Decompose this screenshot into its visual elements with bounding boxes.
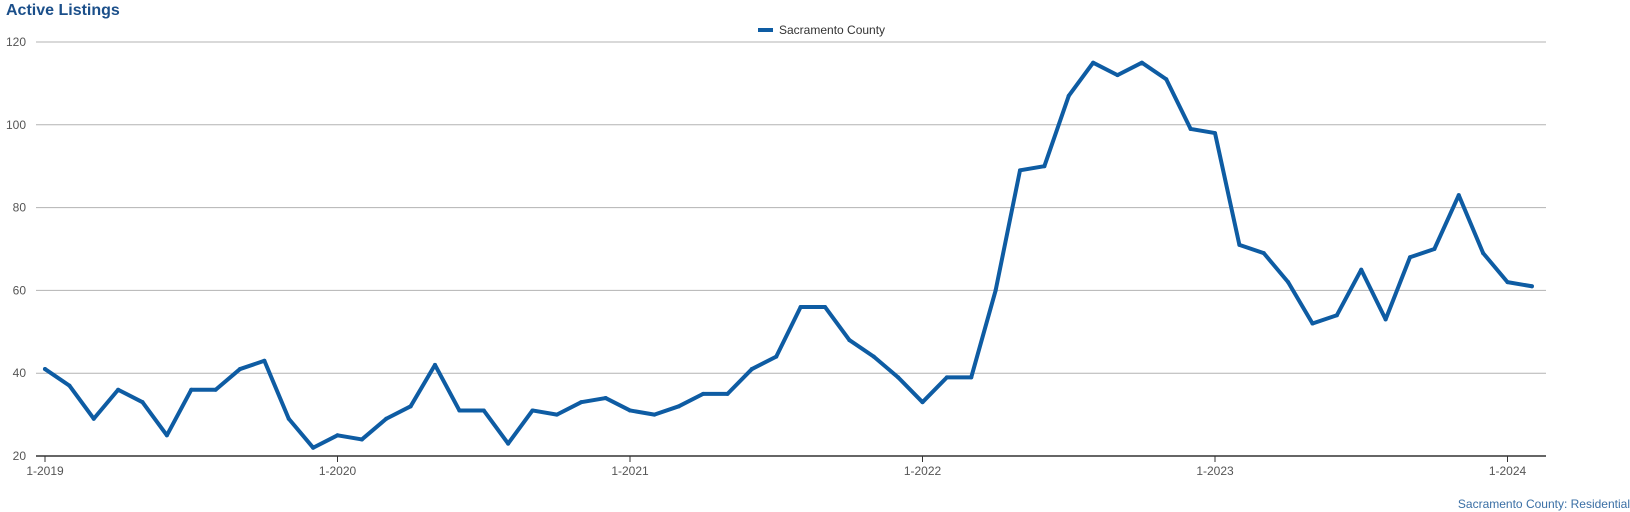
legend-label: Sacramento County (779, 23, 886, 37)
series-line (43, 60, 1534, 450)
data-point (359, 437, 364, 442)
data-point (579, 400, 584, 405)
data-point (262, 358, 267, 363)
data-point (116, 387, 121, 392)
data-point (798, 304, 803, 309)
data-point (311, 445, 316, 450)
data-point (457, 408, 462, 413)
data-point (676, 404, 681, 409)
data-point (1213, 131, 1217, 136)
data-point (603, 396, 608, 401)
y-tick-label: 80 (13, 201, 27, 215)
data-point (774, 354, 779, 359)
data-point (969, 375, 974, 380)
data-point (725, 391, 730, 396)
data-point (506, 441, 511, 446)
data-point (823, 304, 827, 309)
data-point (1188, 126, 1193, 131)
data-point (554, 412, 559, 417)
x-tick-label: 1-2020 (319, 464, 357, 478)
data-point (481, 408, 486, 413)
data-point (1286, 280, 1291, 285)
series-layer (43, 60, 1534, 450)
x-tick-label: 1-2019 (26, 464, 64, 478)
data-point (1432, 247, 1437, 251)
legend-swatch (758, 28, 773, 32)
axes: 20 40 60 80 100 120 1-2019 1-2020 1-2021 1-2022 1-… (6, 35, 1546, 478)
y-tick-label: 40 (13, 366, 27, 380)
x-tick-label: 1-2021 (611, 464, 649, 478)
data-point (944, 375, 949, 380)
data-point (1261, 251, 1266, 256)
data-point (164, 433, 169, 438)
y-tick-label: 100 (6, 118, 26, 132)
legend[interactable]: Sacramento County (758, 23, 885, 37)
data-point (1529, 284, 1534, 289)
data-point (871, 354, 876, 359)
data-point (1164, 77, 1169, 82)
data-point (91, 416, 96, 421)
data-point (1310, 321, 1315, 326)
data-point (384, 416, 389, 421)
data-point (433, 362, 437, 367)
data-point (1383, 317, 1388, 322)
chart-title: Active Listings (6, 2, 120, 19)
data-point (847, 338, 852, 343)
data-point (1481, 251, 1486, 256)
data-point (335, 433, 340, 438)
data-point (1456, 193, 1461, 198)
data-point (749, 367, 754, 372)
data-point (1115, 73, 1120, 78)
source-footnote: Sacramento County: Residential (1457, 497, 1630, 511)
data-point (286, 416, 291, 421)
data-point (140, 400, 145, 405)
data-point (1091, 60, 1096, 65)
data-point (189, 387, 194, 392)
data-point (530, 408, 535, 413)
data-point (408, 404, 413, 409)
data-point (920, 400, 925, 405)
y-tick-label: 60 (13, 283, 27, 297)
data-point (1237, 242, 1242, 247)
data-point (1334, 313, 1339, 318)
data-point (993, 288, 998, 293)
data-point (1018, 168, 1022, 173)
data-point (238, 367, 242, 372)
x-tick-label: 1-2023 (1196, 464, 1234, 478)
x-tick-label: 1-2022 (904, 464, 942, 478)
data-point (1359, 267, 1364, 272)
data-point (652, 412, 657, 417)
x-tick-label: 1-2024 (1489, 464, 1527, 478)
data-point (1066, 93, 1071, 98)
data-point (1042, 164, 1047, 169)
y-tick-label: 120 (6, 35, 26, 49)
data-point (701, 391, 706, 396)
data-point (896, 375, 901, 380)
data-point (213, 387, 218, 392)
data-point (1505, 280, 1510, 285)
data-point (43, 367, 47, 372)
data-point (1408, 255, 1412, 260)
y-tick-label: 20 (13, 449, 27, 463)
data-point (628, 408, 632, 413)
data-point (1139, 60, 1144, 65)
data-point (67, 383, 72, 388)
